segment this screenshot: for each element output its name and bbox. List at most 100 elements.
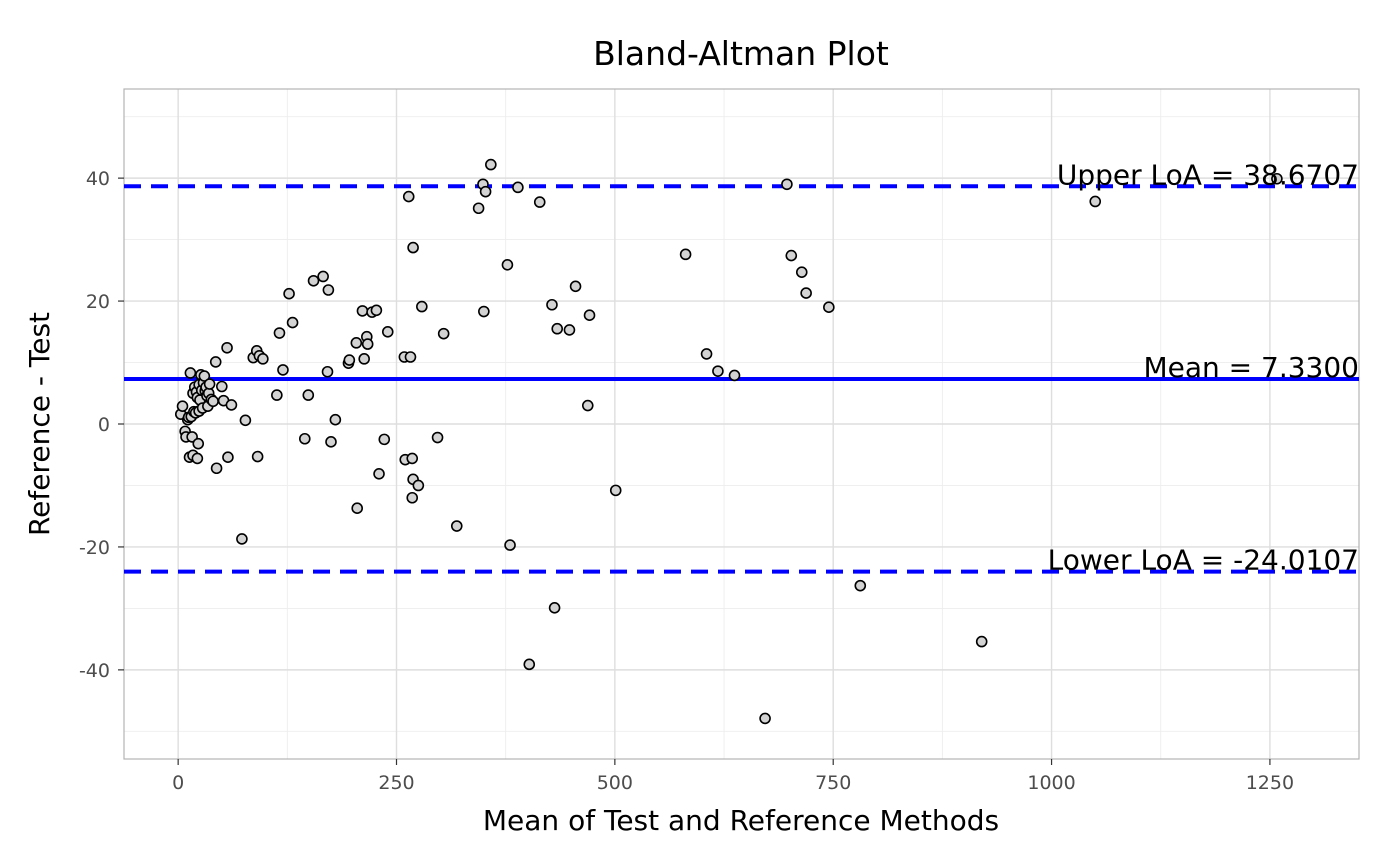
data-point: [551, 322, 564, 335]
data-point: [854, 579, 867, 592]
data-point: [321, 365, 334, 378]
x-tick-label: 1250: [1246, 772, 1294, 794]
data-point: [823, 301, 835, 314]
data-point: [184, 367, 197, 379]
y-axis-title: Reference - Test: [23, 312, 56, 536]
data-point: [712, 365, 724, 377]
data-point: [533, 196, 546, 208]
data-point: [176, 400, 189, 412]
data-point: [283, 287, 295, 300]
reference-label-upper: Upper LoA = 38.6707: [1057, 158, 1359, 191]
data-point: [679, 248, 692, 261]
data-point: [370, 304, 383, 317]
data-point: [479, 185, 492, 198]
data-point: [361, 338, 374, 350]
data-point: [975, 635, 988, 648]
data-point: [512, 181, 524, 194]
x-axis-ticks: 0 250 500 750 1000 1250: [172, 759, 1294, 794]
data-point: [222, 451, 234, 463]
data-point: [485, 158, 497, 171]
data-point: [563, 324, 576, 336]
data-point: [472, 202, 485, 215]
data-point: [404, 351, 417, 363]
data-point: [286, 316, 299, 329]
reference-label-mean: Mean = 7.3300: [1143, 351, 1359, 384]
data-point: [277, 364, 289, 376]
data-point: [298, 432, 311, 445]
data-point: [728, 369, 741, 382]
data-point: [236, 533, 248, 545]
data-point: [373, 467, 385, 480]
y-tick-label: 0: [98, 414, 110, 436]
data-point: [569, 280, 582, 293]
data-point: [478, 305, 490, 318]
grid: [124, 89, 1359, 759]
data-point: [546, 298, 558, 311]
data-point: [581, 399, 594, 412]
data-point: [700, 348, 713, 360]
data-point: [1271, 172, 1283, 185]
data-point: [450, 520, 463, 532]
x-tick-label: 0: [172, 772, 184, 794]
data-point: [351, 502, 364, 515]
data-point: [378, 433, 391, 446]
data-point: [501, 258, 514, 271]
data-point: [795, 266, 808, 278]
data-point: [504, 539, 516, 551]
data-point: [356, 305, 369, 317]
data-point: [1089, 195, 1102, 208]
y-tick-label: 20: [86, 291, 110, 313]
data-point: [407, 241, 419, 254]
data-point: [302, 389, 315, 401]
data-point: [548, 601, 561, 614]
data-point: [759, 712, 771, 725]
data-point: [416, 300, 428, 313]
data-point: [198, 370, 211, 382]
data-point: [523, 658, 536, 671]
data-point: [225, 399, 238, 411]
x-tick-label: 250: [378, 772, 414, 794]
data-point: [191, 452, 204, 465]
data-point: [209, 356, 222, 368]
data-point: [307, 274, 320, 287]
reference-lines: [124, 184, 1359, 574]
data-point: [781, 178, 793, 191]
data-point: [273, 327, 286, 339]
data-point: [329, 413, 342, 426]
x-tick-label: 1000: [1027, 772, 1075, 794]
y-tick-label: -40: [79, 660, 110, 682]
data-points: [174, 158, 1283, 725]
data-point: [406, 491, 419, 504]
y-tick-label: 40: [86, 168, 110, 190]
y-tick-label: -20: [79, 537, 110, 559]
data-point: [322, 284, 335, 296]
data-point: [251, 450, 264, 463]
data-point: [412, 479, 425, 492]
data-point: [402, 190, 415, 203]
data-point: [192, 437, 205, 450]
x-axis-title: Mean of Test and Reference Methods: [483, 804, 999, 837]
x-tick-label: 500: [597, 772, 633, 794]
data-point: [271, 389, 283, 401]
data-point: [583, 309, 596, 322]
data-point: [431, 431, 444, 444]
data-point: [800, 287, 812, 299]
data-point: [609, 484, 622, 497]
data-point: [216, 380, 228, 393]
data-point: [207, 395, 219, 408]
data-point: [358, 353, 370, 365]
data-point: [350, 337, 363, 349]
data-point: [221, 341, 233, 354]
x-tick-label: 750: [815, 772, 851, 794]
data-point: [317, 270, 329, 283]
chart-title: Bland-Altman Plot: [593, 34, 889, 73]
reference-label-lower: Lower LoA = -24.0107: [1048, 544, 1359, 577]
data-point: [437, 327, 450, 340]
data-point: [257, 353, 269, 365]
data-point: [203, 378, 216, 390]
data-point: [210, 462, 223, 475]
reference-labels: Upper LoA = 38.6707 Mean = 7.3300 Lower Lo…: [1048, 158, 1359, 576]
data-point: [343, 354, 356, 366]
